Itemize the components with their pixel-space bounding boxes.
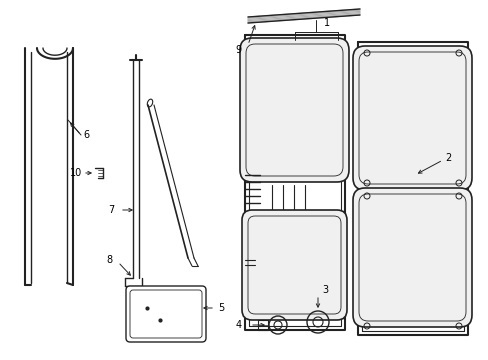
Text: 10: 10 xyxy=(70,168,82,178)
Text: 6: 6 xyxy=(83,130,89,140)
FancyBboxPatch shape xyxy=(352,188,471,327)
Text: 4: 4 xyxy=(236,320,242,330)
Text: 7: 7 xyxy=(108,205,114,215)
FancyBboxPatch shape xyxy=(126,286,205,342)
Text: 3: 3 xyxy=(321,285,327,295)
FancyBboxPatch shape xyxy=(242,210,346,320)
Text: 8: 8 xyxy=(106,255,112,265)
Text: 1: 1 xyxy=(324,18,329,28)
FancyBboxPatch shape xyxy=(240,38,348,182)
Text: 2: 2 xyxy=(444,153,450,163)
Text: 5: 5 xyxy=(218,303,224,313)
Text: 9: 9 xyxy=(235,45,241,55)
FancyBboxPatch shape xyxy=(352,46,471,190)
